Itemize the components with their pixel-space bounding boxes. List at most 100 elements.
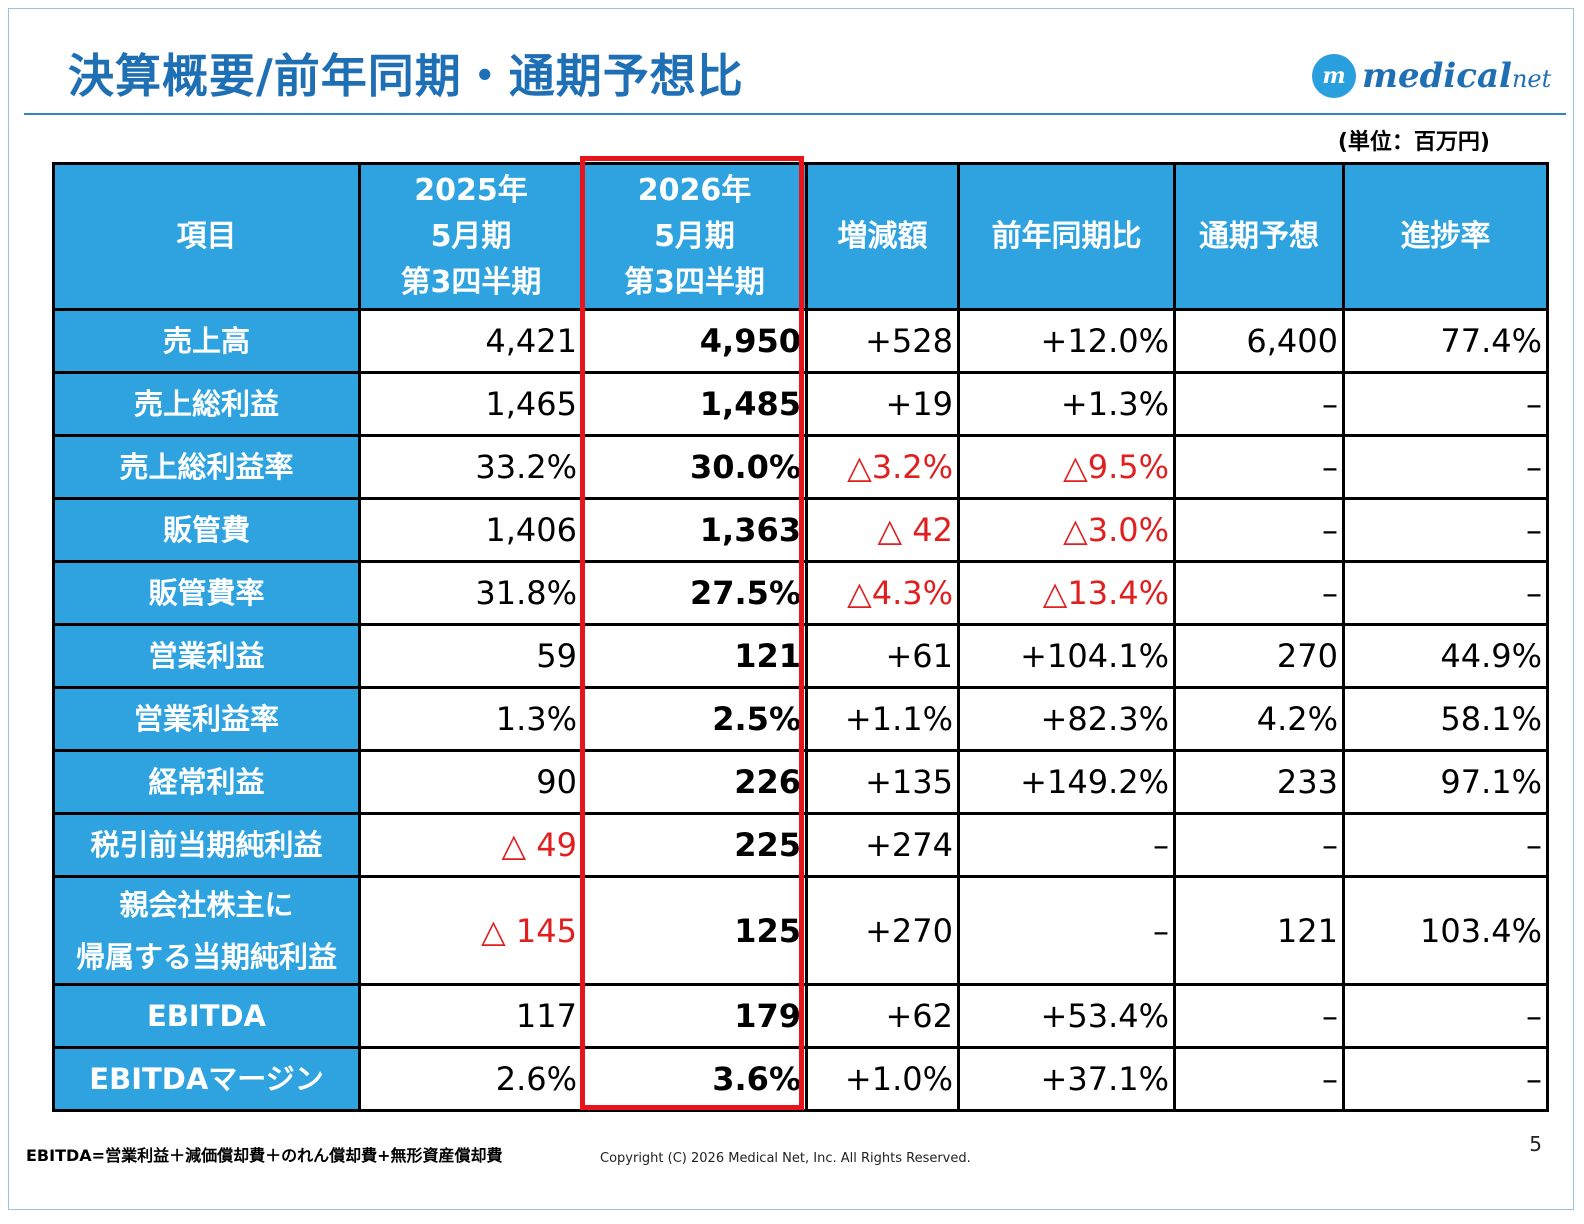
row-label: EBITDA xyxy=(52,983,361,1049)
slide-title: 決算概要/前年同期・通期予想比 xyxy=(68,49,744,103)
cell-forecast: – xyxy=(1173,497,1345,563)
row-label: 営業利益率 xyxy=(52,686,361,752)
row-label-line: 親会社株主に xyxy=(119,887,294,922)
row-label: 親会社株主に帰属する当期純利益 xyxy=(52,875,361,986)
table-row: 税引前当期純利益 △ 49 225 +274– – – xyxy=(52,812,1549,878)
table-row: 営業利益 59 121 +61 +104.1% 270 44.9% xyxy=(52,623,1549,689)
cell-curr: 27.5% xyxy=(581,560,808,626)
table-row: EBITDA 117 179 +62 +53.4% – – xyxy=(52,983,1549,1049)
cell-change: +1.0% xyxy=(805,1046,960,1112)
cell-yoy: △13.4% xyxy=(957,560,1176,626)
cell-yoy: +149.2% xyxy=(957,749,1176,815)
cell-progress: 44.9% xyxy=(1342,623,1549,689)
page-number: 5 xyxy=(1529,1132,1542,1156)
cell-change: +135 xyxy=(805,749,960,815)
medical-net-logo: m medicalnet xyxy=(1312,48,1562,104)
table-body: 売上高 4,421 4,950 +528 +12.0% 6,400 77.4% 売上総利益 1,… xyxy=(52,308,1549,1112)
table-row: 売上総利益 1,465 1,485 +19 +1.3% – – xyxy=(52,371,1549,437)
table-row: 販管費率 31.8% 27.5% △4.3% △13.4% – – xyxy=(52,560,1549,626)
cell-curr: 1,485 xyxy=(581,371,808,437)
table-header-row: 項目 2025年 5月期 第3四半期 2026年 5月期 第3四半期 増減額 前… xyxy=(52,162,1549,311)
logo-text-main: medical xyxy=(1362,56,1512,96)
row-label: 売上総利益 xyxy=(52,371,361,437)
row-label: 営業利益 xyxy=(52,623,361,689)
unit-note: (単位：百万円) xyxy=(1337,130,1490,155)
header-curr-line: 第3四半期 xyxy=(624,264,765,300)
row-label: 売上総利益率 xyxy=(52,434,361,500)
cell-forecast: 121 xyxy=(1173,875,1345,986)
cell-yoy: +37.1% xyxy=(957,1046,1176,1112)
cell-prev: 2.6% xyxy=(358,1046,584,1112)
title-divider xyxy=(24,113,1566,115)
cell-yoy: +104.1% xyxy=(957,623,1176,689)
cell-forecast: 270 xyxy=(1173,623,1345,689)
cell-forecast: – xyxy=(1173,812,1345,878)
cell-forecast: – xyxy=(1173,371,1345,437)
cell-curr: 3.6% xyxy=(581,1046,808,1112)
cell-prev: 1,406 xyxy=(358,497,584,563)
logo-mark-icon: m xyxy=(1312,54,1356,98)
table-row: 営業利益率 1.3% 2.5% +1.1% +82.3% 4.2% 58.1% xyxy=(52,686,1549,752)
cell-progress: 103.4% xyxy=(1342,875,1549,986)
cell-yoy: △9.5% xyxy=(957,434,1176,500)
cell-prev: 4,421 xyxy=(358,308,584,374)
cell-curr: 2.5% xyxy=(581,686,808,752)
cell-forecast: 4.2% xyxy=(1173,686,1345,752)
cell-prev: 31.8% xyxy=(358,560,584,626)
cell-progress: – xyxy=(1342,497,1549,563)
cell-curr: 4,950 xyxy=(581,308,808,374)
header-prev-line: 第3四半期 xyxy=(400,264,542,300)
table-row: 販管費 1,406 1,363 △ 42 △3.0% – – xyxy=(52,497,1549,563)
logo-wordmark: medicalnet xyxy=(1362,56,1551,96)
cell-curr: 1,363 xyxy=(581,497,808,563)
cell-change: △4.3% xyxy=(805,560,960,626)
cell-change: +274 xyxy=(805,812,960,878)
cell-yoy: – xyxy=(957,875,1176,986)
copyright: Copyright (C) 2026 Medical Net, Inc. All… xyxy=(600,1151,971,1166)
cell-change: +62 xyxy=(805,983,960,1049)
cell-prev: 1.3% xyxy=(358,686,584,752)
cell-yoy: +53.4% xyxy=(957,983,1176,1049)
header-yoy: 前年同期比 xyxy=(957,162,1176,311)
header-change: 増減額 xyxy=(805,162,960,311)
table-row: EBITDAマージン 2.6% 3.6% +1.0% +37.1% – – xyxy=(52,1046,1549,1112)
cell-progress: 58.1% xyxy=(1342,686,1549,752)
cell-prev: 90 xyxy=(358,749,584,815)
cell-change: △ 42 xyxy=(805,497,960,563)
cell-yoy: +82.3% xyxy=(957,686,1176,752)
row-label: 販管費率 xyxy=(52,560,361,626)
header-forecast: 通期予想 xyxy=(1173,162,1345,311)
cell-forecast: 6,400 xyxy=(1173,308,1345,374)
cell-progress: – xyxy=(1342,1046,1549,1112)
row-label-line: 帰属する当期純利益 xyxy=(75,939,337,974)
ebitda-footnote: EBITDA=営業利益＋減価償却費＋のれん償却費+無形資産償却費 xyxy=(26,1146,503,1165)
cell-forecast: – xyxy=(1173,434,1345,500)
cell-progress: – xyxy=(1342,560,1549,626)
cell-progress: 97.1% xyxy=(1342,749,1549,815)
cell-change: +270 xyxy=(805,875,960,986)
header-curr-line: 2026年 xyxy=(637,172,752,208)
cell-prev: 1,465 xyxy=(358,371,584,437)
slide-frame xyxy=(8,8,1574,1210)
cell-curr: 121 xyxy=(581,623,808,689)
financial-summary-table: 項目 2025年 5月期 第3四半期 2026年 5月期 第3四半期 増減額 前… xyxy=(52,162,1549,1112)
cell-yoy: +1.3% xyxy=(957,371,1176,437)
cell-prev: 33.2% xyxy=(358,434,584,500)
cell-curr: 30.0% xyxy=(581,434,808,500)
header-curr-line: 5月期 xyxy=(654,218,735,254)
cell-prev: 59 xyxy=(358,623,584,689)
cell-yoy: △3.0% xyxy=(957,497,1176,563)
cell-change: △3.2% xyxy=(805,434,960,500)
cell-change: +19 xyxy=(805,371,960,437)
cell-change: +61 xyxy=(805,623,960,689)
row-label: EBITDAマージン xyxy=(52,1046,361,1112)
table-row: 経常利益 90 226 +135 +149.2% 233 97.1% xyxy=(52,749,1549,815)
cell-curr: 179 xyxy=(581,983,808,1049)
row-label: 販管費 xyxy=(52,497,361,563)
cell-curr: 225 xyxy=(581,812,808,878)
logo-text-sub: net xyxy=(1511,65,1552,93)
cell-forecast: – xyxy=(1173,983,1345,1049)
cell-progress: – xyxy=(1342,371,1549,437)
cell-prev: △ 49 xyxy=(358,812,584,878)
cell-progress: – xyxy=(1342,434,1549,500)
